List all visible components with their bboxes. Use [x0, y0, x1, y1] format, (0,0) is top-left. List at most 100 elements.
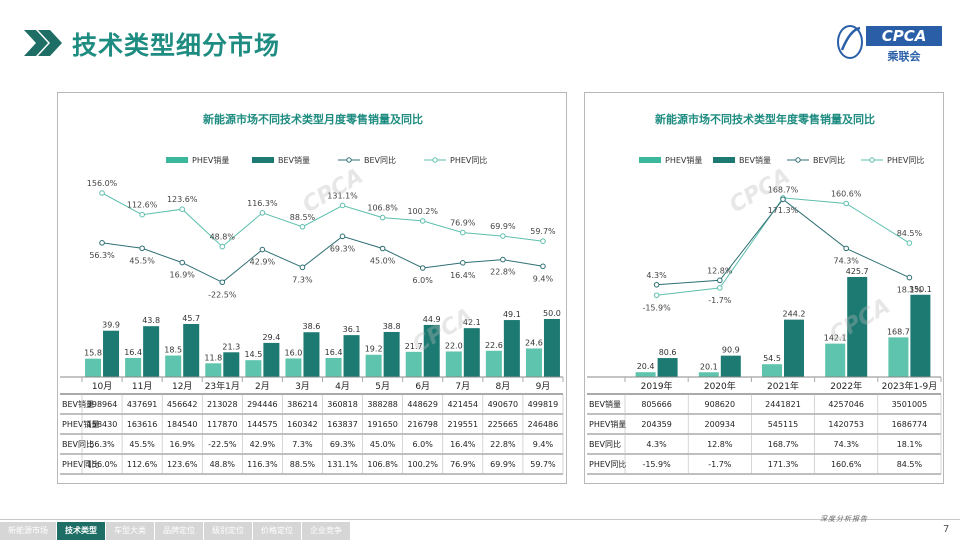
table-row-label: PHEV销量: [589, 419, 626, 429]
series-point: [500, 233, 506, 239]
phev-bar: [285, 358, 302, 377]
table-row-label: BEV同比: [589, 439, 621, 449]
series-point-label: 106.8%: [367, 204, 398, 213]
table-cell: 437691: [127, 400, 158, 409]
phev-bar-label: 168.7: [887, 327, 910, 336]
x-tick-label: 2月: [255, 381, 270, 392]
section-tab[interactable]: 车型大类: [106, 522, 154, 540]
series-point-label: 116.3%: [247, 199, 278, 208]
table-cell: 456642: [167, 400, 198, 409]
legend-marker: [432, 157, 438, 163]
legend-marker: [869, 157, 875, 163]
phev-bar: [698, 372, 719, 377]
series-point: [653, 292, 660, 299]
table-cell: 171.3%: [768, 460, 799, 469]
table-cell: 219551: [448, 420, 479, 429]
phev-bar-label: 16.4: [325, 348, 343, 357]
section-tab[interactable]: 价格定位: [253, 522, 301, 540]
series-point-label: 69.9%: [490, 222, 516, 231]
legend-label: BEV销量: [278, 155, 310, 165]
legend-label: PHEV销量: [192, 155, 229, 165]
x-tick-label: 23年1月: [205, 380, 240, 392]
table-cell: -15.9%: [642, 460, 671, 469]
x-tick-label: 10月: [92, 381, 112, 392]
table-cell: 448629: [407, 400, 438, 409]
table-cell: 398964: [87, 400, 118, 409]
table-cell: 84.5%: [897, 460, 923, 469]
series-point-label: 9.4%: [533, 274, 554, 283]
x-tick-label: 2021年: [767, 380, 799, 392]
section-tab[interactable]: 级别定位: [204, 522, 252, 540]
phev-bar: [525, 348, 542, 377]
legend-label: PHEV同比: [887, 155, 924, 165]
bev-bar: [720, 355, 741, 377]
legend-marker: [795, 157, 801, 163]
x-tick-label: 4月: [335, 381, 350, 392]
series-point: [219, 279, 226, 286]
series-point-label: 7.3%: [292, 275, 313, 284]
series-point: [179, 206, 186, 212]
bev-bar-label: 42.1: [463, 318, 481, 327]
x-tick-label: 11月: [132, 381, 152, 392]
bev-bar: [463, 328, 480, 377]
bev-bar: [657, 358, 678, 377]
x-tick-label: 7月: [455, 381, 470, 392]
series-point-label: 76.9%: [450, 219, 476, 228]
phev-bar-label: 14.5: [244, 350, 262, 359]
footer-report-label: 深度分析报告: [820, 515, 868, 523]
table-cell: 163837: [327, 420, 358, 429]
table-cell: 56.3%: [89, 440, 115, 449]
series-point: [99, 240, 105, 246]
phev-bar-label: 16.0: [285, 348, 303, 357]
section-tab[interactable]: 品牌定位: [155, 522, 203, 540]
table-cell: 200934: [705, 420, 736, 429]
series-line: [101, 235, 544, 283]
series-point-label: 131.1%: [327, 191, 358, 200]
table-cell: 12.8%: [707, 440, 733, 449]
bev-bar-label: 43.8: [142, 316, 160, 325]
series-point: [139, 245, 145, 252]
monthly-chart: 新能源市场不同技术类型月度零售销量及同比 PHEV销量 BEV销量 BEV同比 PHEV…: [60, 112, 564, 475]
x-tick-label: 6月: [415, 381, 430, 392]
x-tick-label: 2020年: [704, 380, 736, 392]
series-point-label: 22.8%: [490, 268, 516, 277]
table-cell: 4257046: [828, 400, 864, 409]
bev-bar-label: 350.1: [909, 285, 932, 294]
table-cell: 45.0%: [370, 440, 396, 449]
series-point-label: 16.9%: [169, 271, 195, 280]
series-point: [379, 245, 386, 252]
table-cell: 216798: [407, 420, 438, 429]
table-cell: 45.5%: [129, 440, 155, 449]
series-point-label: 156.0%: [87, 179, 118, 188]
page-title: 技术类型细分市场: [72, 31, 281, 60]
section-tab[interactable]: 企业竞争: [302, 522, 350, 540]
phev-bar-label: 20.4: [637, 362, 655, 371]
series-point: [379, 214, 386, 221]
bev-bar: [543, 319, 560, 377]
phev-bar-label: 142.1: [824, 334, 847, 343]
table-cell: 59.7%: [530, 460, 556, 469]
section-tab[interactable]: 新能源市场: [0, 522, 56, 540]
phev-bar: [888, 337, 909, 377]
phev-bar: [125, 357, 142, 377]
phev-bar: [85, 358, 102, 377]
table-cell: 191650: [367, 420, 398, 429]
bev-bar: [423, 324, 440, 377]
table-cell: 88.5%: [290, 460, 316, 469]
phev-bar: [635, 372, 656, 377]
series-point: [653, 281, 660, 288]
series-point: [339, 233, 346, 240]
bev-bar: [103, 330, 120, 377]
bev-bar-label: 38.6: [303, 322, 321, 331]
table-cell: 9.4%: [533, 440, 554, 449]
bev-bar: [303, 332, 320, 377]
table-cell: 168.7%: [768, 440, 799, 449]
bev-bar: [223, 352, 240, 377]
table-cell: 4.3%: [646, 440, 667, 449]
table-cell: 225665: [488, 420, 519, 429]
table-cell: 131.1%: [327, 460, 358, 469]
section-tab[interactable]: 技术类型: [57, 522, 105, 540]
table-row-label: BEV同比: [62, 439, 94, 449]
series-point-label: 4.3%: [646, 271, 667, 280]
logo-text: CPCA: [882, 27, 927, 45]
